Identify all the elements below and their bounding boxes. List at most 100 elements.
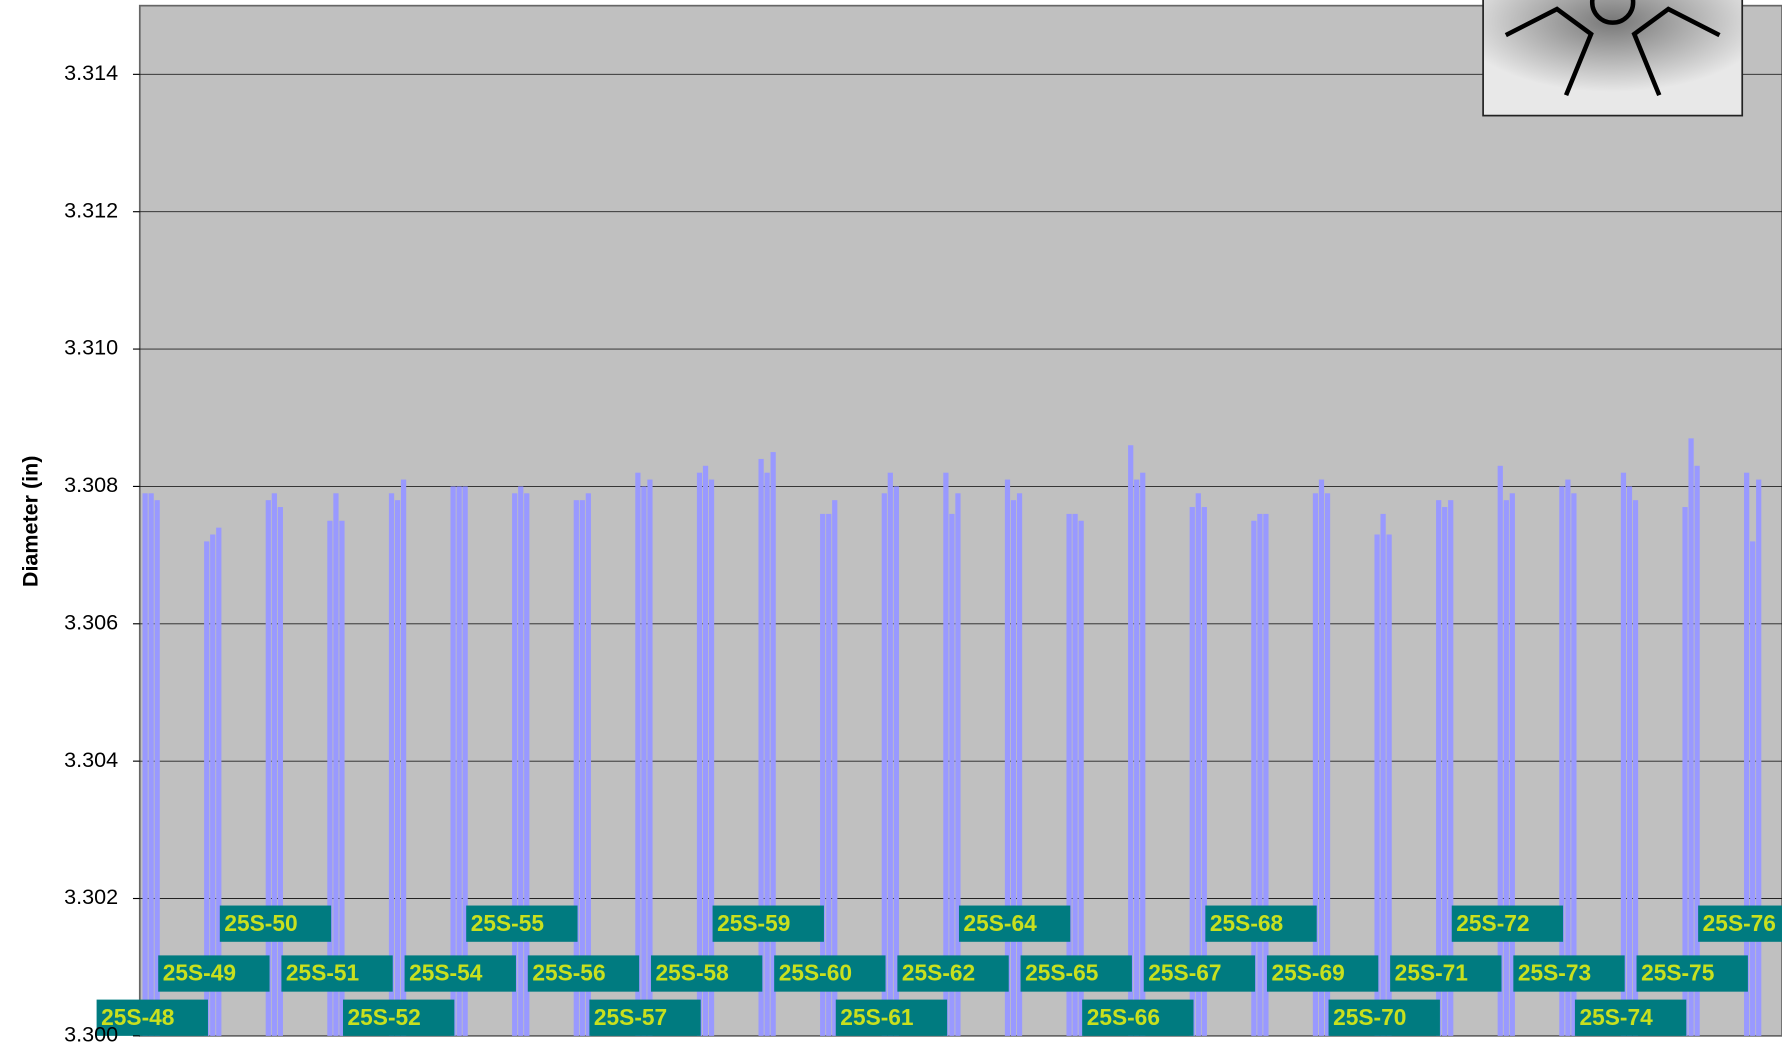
label-box: [589, 999, 701, 1036]
bar: [573, 500, 579, 1036]
label-box: [1390, 955, 1502, 992]
bar: [758, 458, 764, 1036]
category-label: 25S-69: [1271, 960, 1344, 986]
category-label: 25S-66: [1087, 1004, 1160, 1030]
label-box: [158, 955, 270, 992]
label-box: [1574, 999, 1687, 1036]
bar: [1128, 445, 1134, 1036]
bar: [1016, 493, 1023, 1036]
category-label: 25S-57: [594, 1004, 667, 1030]
bar: [1010, 500, 1017, 1036]
bar: [456, 486, 462, 1036]
bar: [1380, 513, 1386, 1036]
bar: [955, 493, 961, 1036]
category-label: 25S-72: [1456, 910, 1529, 936]
label-box: [1451, 905, 1564, 942]
bar: [1386, 534, 1392, 1036]
bar: [770, 452, 776, 1036]
bar: [1374, 534, 1380, 1036]
label-box: [650, 955, 763, 992]
label-box: [1020, 955, 1132, 992]
category-label: 25S-49: [163, 960, 236, 986]
bar: [1688, 438, 1694, 1036]
y-tick-label: 3.308: [64, 472, 118, 497]
bar: [820, 513, 826, 1036]
bar: [943, 472, 949, 1036]
bar: [154, 500, 160, 1036]
bar: [647, 479, 653, 1036]
bar: [887, 472, 893, 1036]
category-label: 25S-70: [1333, 1004, 1406, 1030]
bar: [708, 479, 715, 1036]
bar: [462, 486, 468, 1036]
y-tick-label: 3.302: [64, 884, 118, 909]
bar: [893, 486, 899, 1036]
bar: [1750, 541, 1756, 1036]
bar: [327, 520, 333, 1036]
bar: [339, 520, 345, 1036]
category-label: 25S-56: [532, 960, 605, 986]
bar: [524, 493, 530, 1036]
bar: [1066, 513, 1072, 1036]
bar: [949, 513, 955, 1036]
bar: [1201, 507, 1207, 1036]
bar: [696, 472, 703, 1036]
bar: [585, 493, 591, 1036]
bar: [1318, 479, 1325, 1036]
bar: [400, 479, 407, 1036]
category-label: 25S-48: [101, 1004, 174, 1030]
bar: [579, 500, 585, 1036]
bar: [394, 500, 401, 1036]
label-box: [527, 955, 640, 992]
label-box: [897, 955, 1009, 992]
y-axis-label: Diameter (in): [17, 456, 42, 588]
label-box: [958, 905, 1071, 942]
category-label: 25S-59: [717, 910, 790, 936]
bar: [826, 513, 832, 1036]
bar: [1571, 493, 1577, 1036]
category-label: 25S-61: [840, 1004, 913, 1030]
bar: [1565, 479, 1571, 1036]
plot-area: [138, 4, 1782, 1037]
bar: [1744, 472, 1750, 1036]
bar: [1134, 479, 1140, 1036]
bar: [148, 493, 154, 1036]
bar: [265, 500, 271, 1036]
category-label: 25S-58: [656, 960, 729, 986]
bar: [1140, 472, 1146, 1036]
logo-box: [1482, 0, 1744, 117]
bar: [1072, 513, 1078, 1036]
bar: [1632, 500, 1639, 1036]
category-label: 25S-76: [1703, 910, 1776, 936]
label-box: [342, 999, 455, 1036]
y-tick-label: 3.314: [64, 60, 118, 85]
category-label: 25S-75: [1641, 960, 1714, 986]
label-box: [712, 905, 824, 942]
y-tick-label: 3.304: [64, 747, 118, 772]
bar: [204, 541, 210, 1036]
bar: [1324, 493, 1331, 1036]
category-label: 25S-51: [286, 960, 359, 986]
logo: [1482, 0, 1744, 117]
bar: [702, 465, 709, 1036]
bar: [1682, 507, 1688, 1036]
bar: [1257, 513, 1263, 1036]
bar: [1436, 500, 1442, 1036]
y-tick-label: 3.310: [64, 335, 118, 360]
bar: [1448, 500, 1454, 1036]
label-box: [1513, 955, 1625, 992]
label-box: [1698, 905, 1782, 942]
bar: [1497, 465, 1503, 1036]
bar: [512, 493, 518, 1036]
y-tick-label: 3.312: [64, 197, 118, 222]
category-label: 25S-60: [779, 960, 852, 986]
marks: [139, 73, 1782, 1036]
label-box: [1205, 905, 1317, 942]
bar: [764, 472, 770, 1036]
category-label: 25S-62: [902, 960, 975, 986]
label-box: [96, 999, 208, 1036]
category-label: 25S-71: [1395, 960, 1468, 986]
label-box: [404, 955, 516, 992]
